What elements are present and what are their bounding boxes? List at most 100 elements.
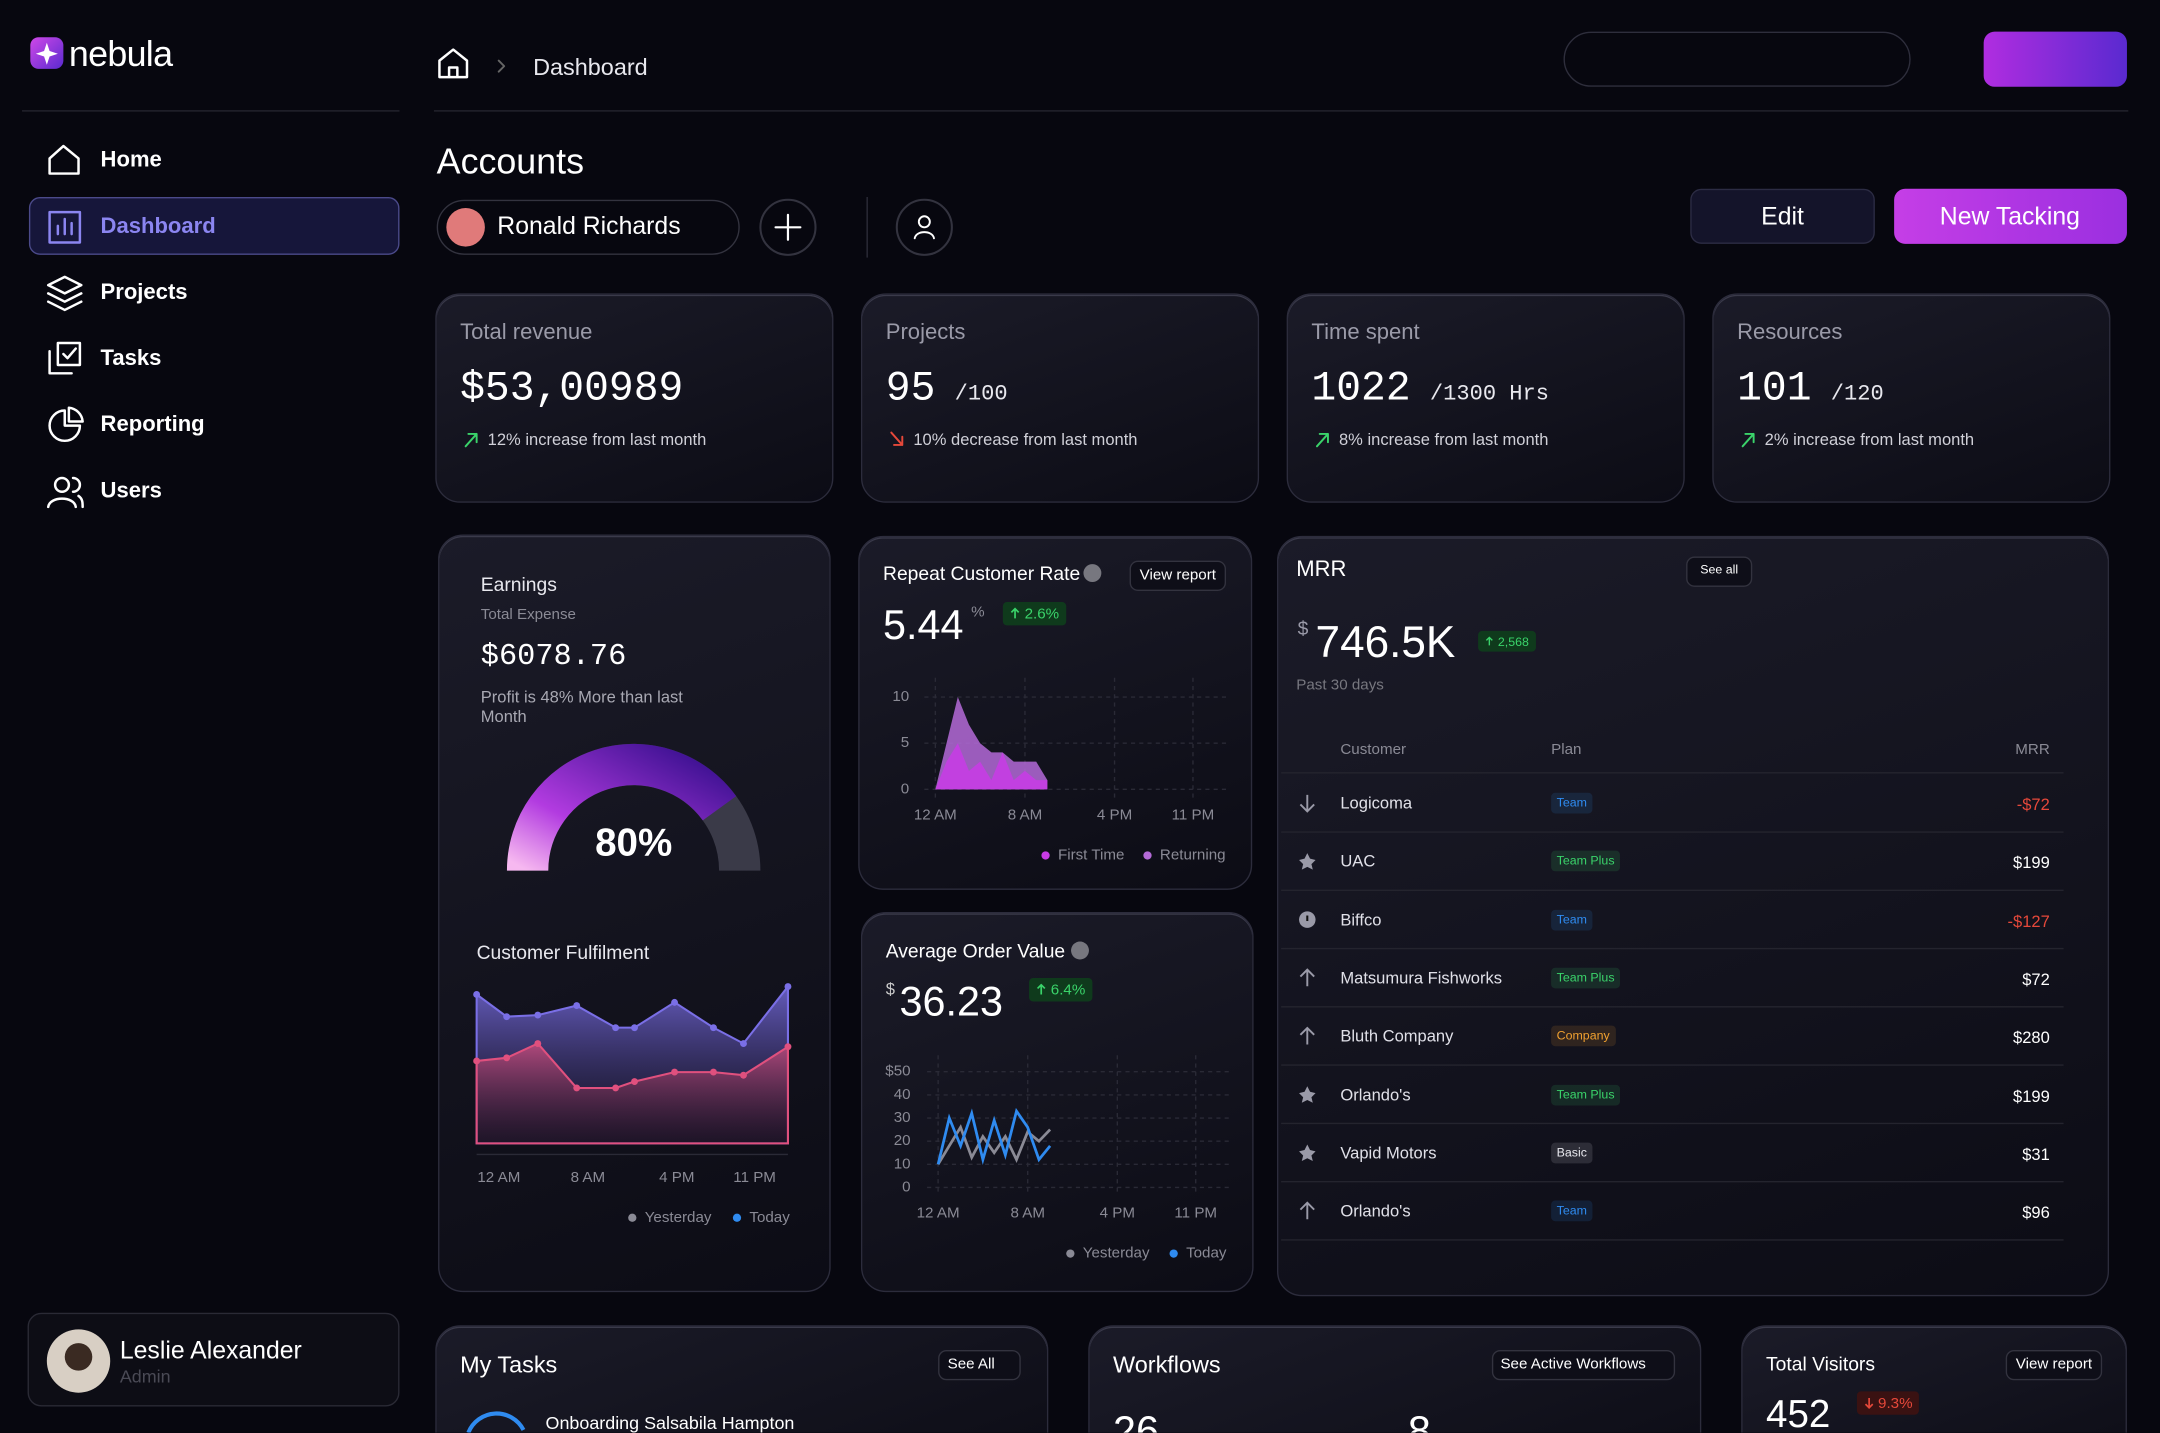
badge: 2,568 [1478,630,1536,652]
column-header: Plan [1551,741,1582,759]
nav-item[interactable]: Home [100,148,162,173]
button-label: See all [1700,562,1739,577]
point [573,1002,581,1009]
mrr-value: $96 [2022,1202,2050,1223]
point [631,1078,638,1086]
badge-arrow [1485,636,1493,646]
column-header: Customer [1340,741,1407,759]
legend-label: Returning [1160,846,1226,863]
row-icon [1299,968,1315,987]
task-item: Onboarding Salsabila Hampton [545,1412,795,1433]
legend-label: First Time [1058,846,1124,863]
header-button[interactable] [1983,31,2127,87]
nav-item[interactable]: Tasks [100,347,162,371]
aov-card [860,911,1254,1293]
action-button[interactable] [938,1350,1021,1381]
trend-arrow [464,432,478,448]
card-title: Customer Fulfilment [476,940,650,963]
stat-value-row: $53,00989 [460,366,683,413]
badge: 2.6% [1002,601,1067,626]
card-title: Average Order Value [885,939,1066,962]
button-label: See All [947,1356,995,1373]
stat-card [1286,293,1685,503]
badge-text: 2.6% [1024,605,1060,622]
point [612,1024,620,1032]
row-icon [1299,853,1316,870]
nav-item[interactable]: Dashboard [100,214,216,239]
divider [433,110,2129,112]
nav-item[interactable]: Projects [100,281,188,305]
customer: Orlando's [1340,1201,1411,1221]
metric-value: 746.5K [1315,617,1456,667]
button-label: See Active Workflows [1500,1356,1646,1373]
plus-icon [774,213,802,241]
nav-icon [46,275,83,312]
point [710,1024,717,1032]
stat-label: Time spent [1311,320,1420,345]
search[interactable] [1563,31,1911,87]
logo-star [35,42,58,65]
customer: Vapid Motors [1340,1143,1437,1163]
user-avatar-face [64,1343,93,1371]
point [473,1057,481,1065]
column-header: MRR [2015,741,2050,759]
plan-badge: Team [1551,909,1593,930]
stat-value-row: 95/100 [886,366,1008,413]
customer: Matsumura Fishworks [1340,968,1503,988]
stat-value: $53,00989 [460,366,684,414]
point [612,1084,620,1092]
currency: $ [1297,617,1309,640]
workflow-count: 8 [1407,1409,1431,1433]
point [534,1011,542,1019]
nav-icon [48,341,82,375]
plan-badge: Team Plus [1551,851,1621,872]
page-title: Accounts [436,140,585,182]
stat-value: 95 [885,366,936,414]
user-icon [913,215,935,240]
x-tick-label: 12 AM [914,807,957,824]
primary-button[interactable] [1894,188,2127,244]
vertical-divider [866,196,868,258]
mrr-card [1276,535,2110,1297]
stat-total: /120 [1830,381,1884,407]
metric-value: 5.44 [883,603,964,649]
nav-item[interactable]: Reporting [100,413,205,437]
y-tick-label: 20 [894,1132,911,1149]
action-button[interactable] [1491,1350,1676,1381]
y-tick-label: $50 [885,1063,910,1080]
legend-dot [732,1213,742,1222]
area [935,743,1048,790]
stat-value-row: 101/120 [1737,366,1884,413]
account-pill[interactable] [436,199,740,255]
x-tick-label: 8 AM [1008,807,1043,824]
legend-label: Yesterday [645,1209,712,1226]
gauge-label: 80% [595,821,673,864]
button-label: Edit [1761,202,1804,231]
customer: Logicoma [1340,793,1413,813]
stat-total: /100 [954,381,1008,407]
workflow-count: 26 [1113,1409,1160,1433]
point [573,1084,581,1092]
metric-value: 452 [1766,1392,1831,1433]
action-button[interactable] [2005,1350,2103,1381]
plan-badge: Team [1551,792,1593,814]
metric-unit: % [971,604,985,621]
nav-item[interactable]: Users [100,479,162,503]
legend-dot [1143,851,1152,860]
account-avatar [446,208,485,247]
stat-label: Projects [885,320,966,345]
user-button [895,198,953,256]
point [710,1068,717,1076]
nav-icon [48,144,80,175]
card-title: Repeat Customer Rate [883,562,1081,585]
edit-button[interactable] [1690,188,1875,244]
point [671,1068,678,1076]
mrr-value: $199 [2013,1086,2050,1106]
line [936,1107,1052,1166]
action-button[interactable] [1686,556,1753,587]
x-tick-label: 11 PM [1174,1205,1217,1222]
metric-value: 36.23 [899,979,1003,1025]
y-tick-label: 10 [892,688,909,705]
action-button[interactable] [1129,560,1227,591]
mrr-value: $72 [2022,969,2050,989]
